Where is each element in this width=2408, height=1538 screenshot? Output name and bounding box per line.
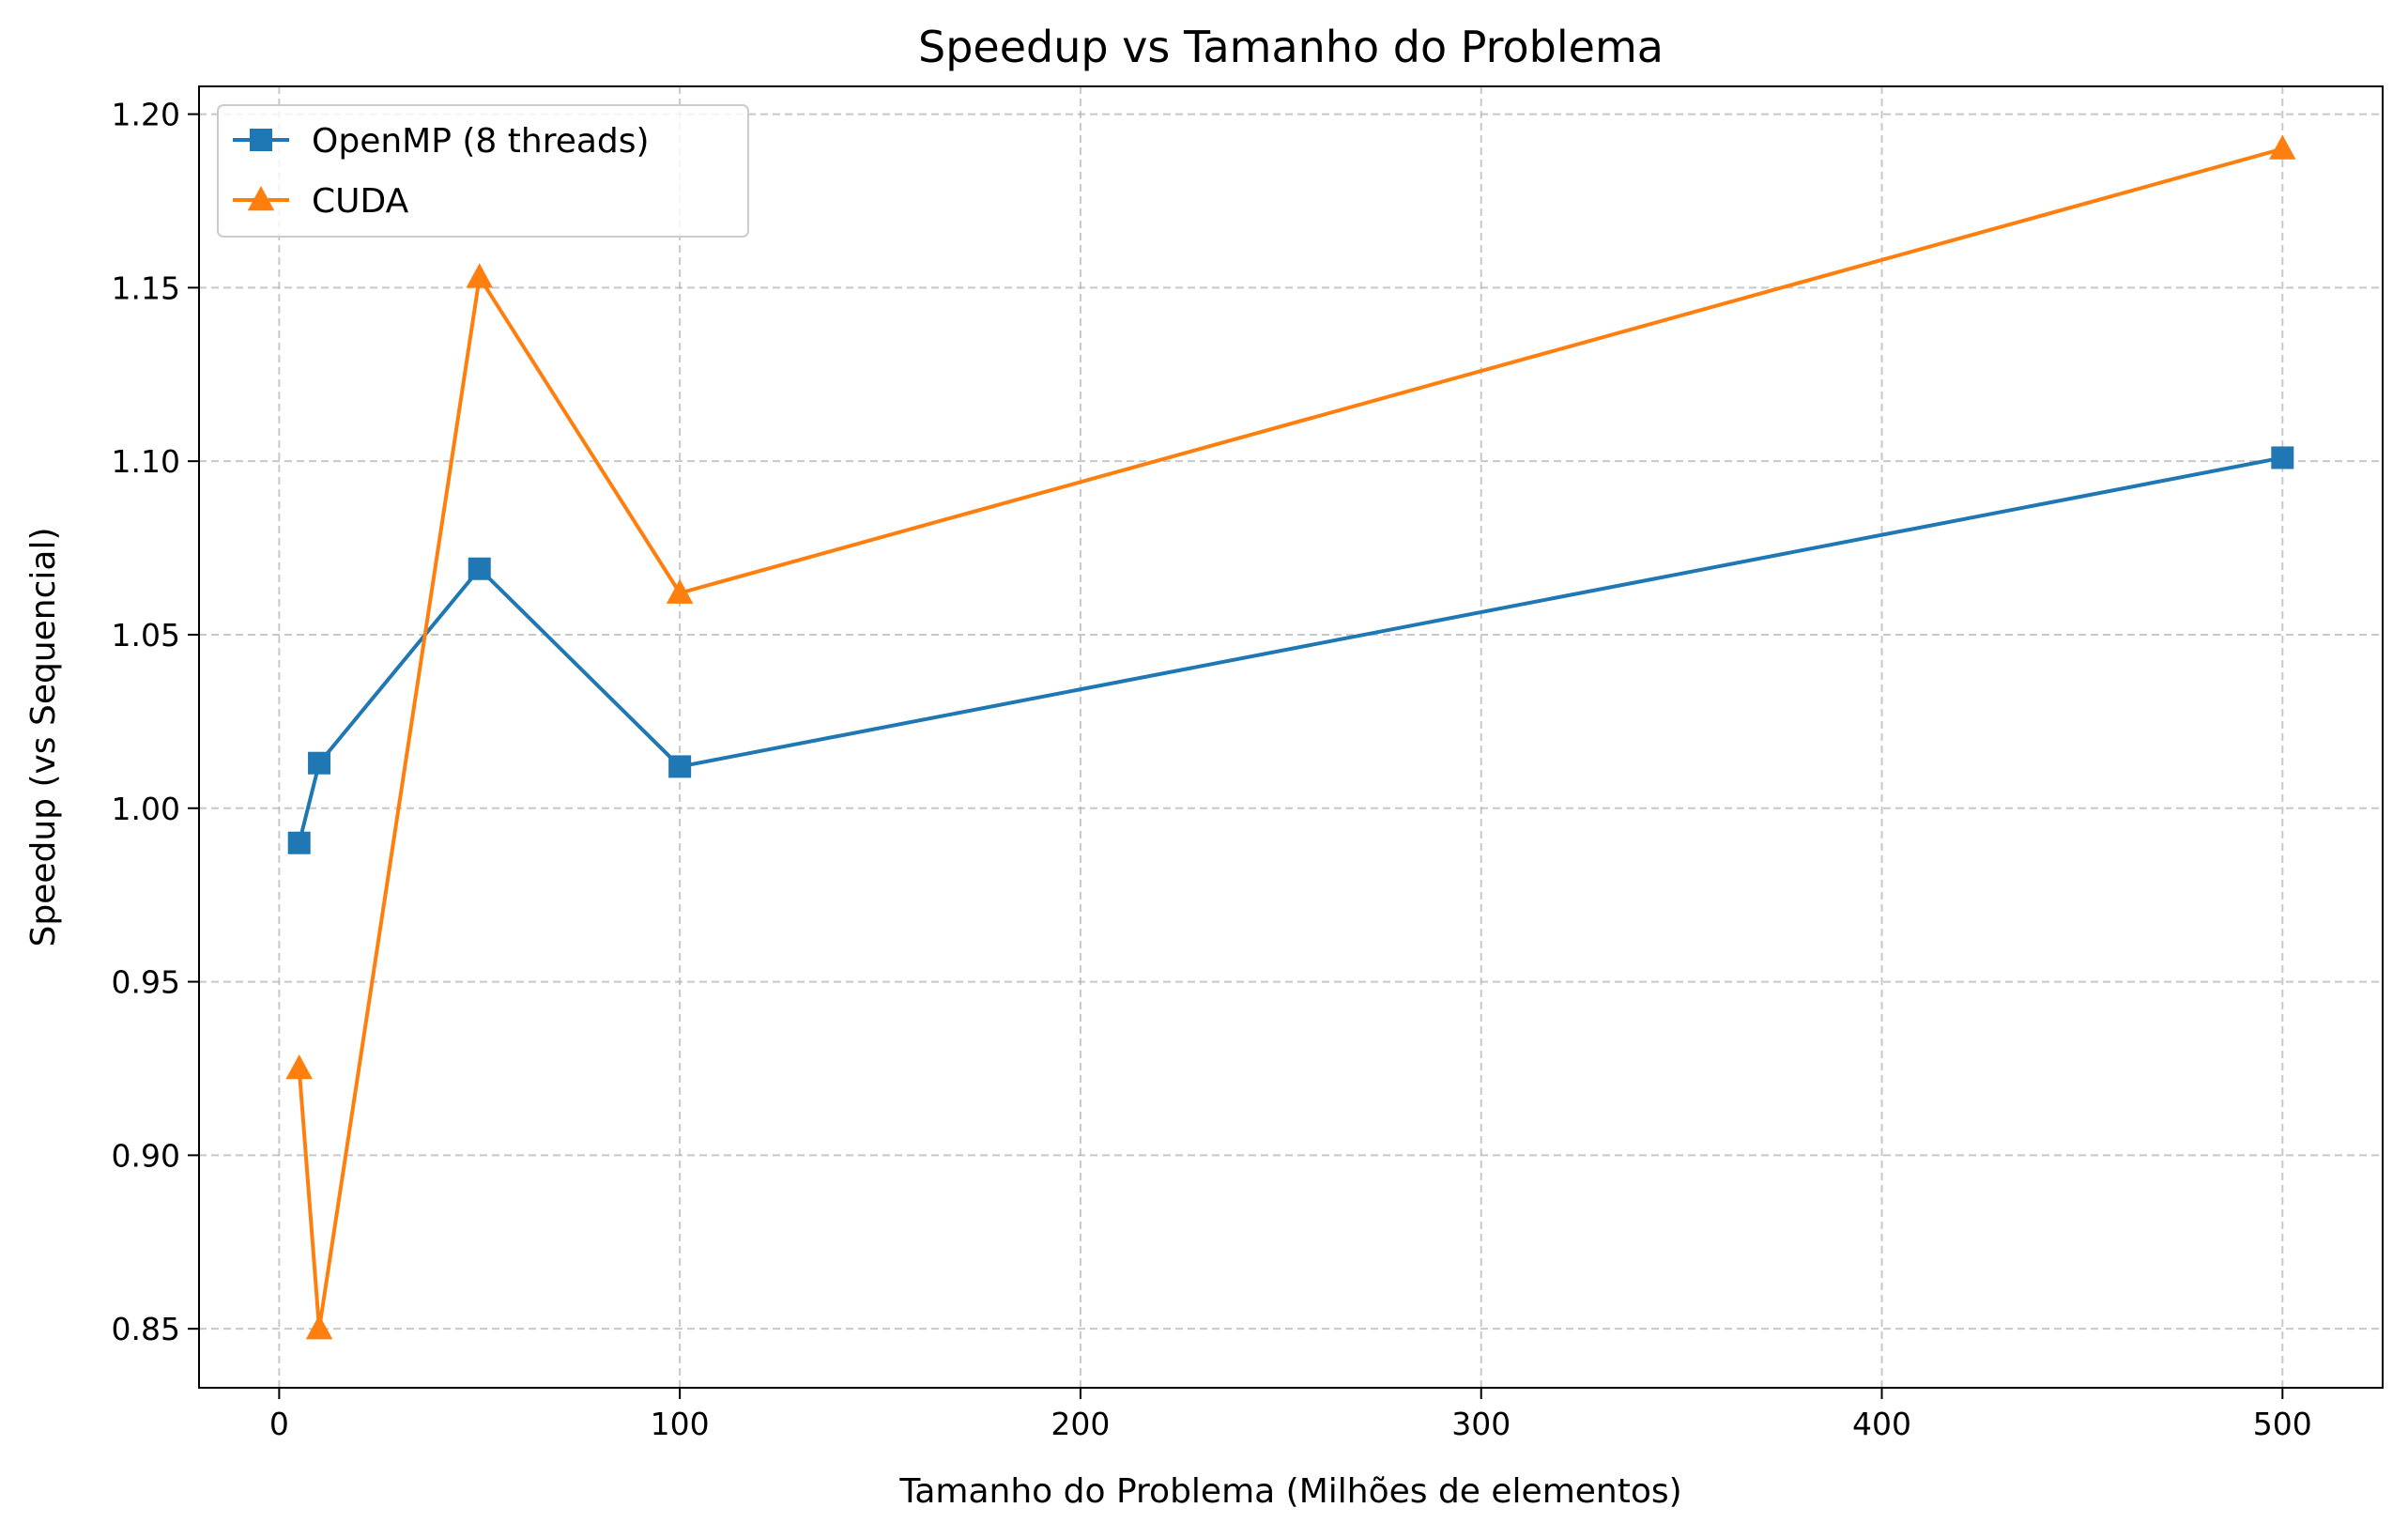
data-point	[308, 751, 331, 775]
data-point	[668, 755, 692, 778]
data-point	[666, 578, 694, 604]
y-tick-label: 0.85	[112, 1311, 180, 1347]
x-tick-label: 0	[269, 1406, 289, 1442]
y-tick-label: 1.10	[112, 443, 180, 480]
grid	[199, 86, 2383, 1388]
chart-title: Speedup vs Tamanho do Problema	[918, 22, 1664, 72]
x-tick-label: 100	[651, 1406, 710, 1442]
series-openmp	[287, 446, 2294, 854]
legend-item: CUDA	[233, 182, 409, 221]
y-tick-label: 0.90	[112, 1137, 180, 1174]
data-point	[285, 1054, 313, 1080]
plot-frame	[198, 85, 2384, 1389]
y-tick-label: 1.00	[112, 791, 180, 827]
x-tick-label: 300	[1451, 1406, 1511, 1442]
series-cuda	[285, 134, 2296, 1340]
data-point	[287, 831, 311, 854]
y-tick-label: 0.95	[112, 964, 180, 1001]
y-axis-label: Speedup (vs Sequencial)	[24, 527, 63, 946]
legend-label: CUDA	[312, 182, 409, 221]
y-tick-label: 1.15	[112, 269, 180, 306]
plot-series	[285, 134, 2296, 1340]
data-point	[305, 1315, 333, 1340]
data-point	[468, 557, 491, 580]
legend-marker	[247, 186, 275, 211]
legend-item: OpenMP (8 threads)	[233, 122, 650, 161]
legend-label: OpenMP (8 threads)	[312, 122, 650, 161]
data-point	[2269, 134, 2296, 160]
y-tick-label: 1.20	[112, 97, 180, 133]
axis-ticks: 0 100 200 300 400 500 0.85 0.90 0.95 1.00 1.05 1.10…	[112, 97, 2312, 1442]
data-point	[466, 263, 494, 288]
x-axis-label: Tamanho do Problema (Milhões de elemento…	[898, 1472, 1681, 1511]
x-tick-label: 400	[1852, 1406, 1911, 1442]
y-tick-label: 1.05	[112, 617, 180, 654]
data-point	[2271, 446, 2294, 469]
x-tick-label: 200	[1051, 1406, 1110, 1442]
x-tick-label: 500	[2253, 1406, 2312, 1442]
legend: OpenMP (8 threads) CUDA	[217, 104, 749, 238]
legend-marker	[250, 129, 272, 151]
legend-box	[217, 104, 749, 238]
